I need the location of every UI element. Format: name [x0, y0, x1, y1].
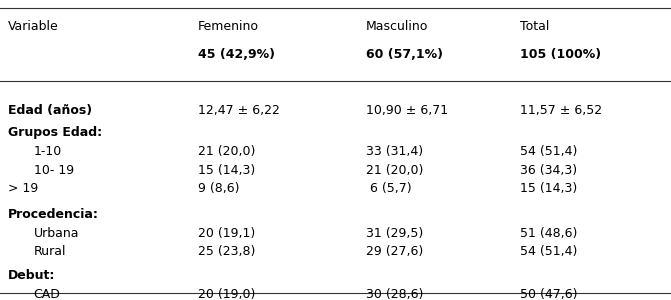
Text: Variable: Variable	[8, 20, 59, 32]
Text: 51 (48,6): 51 (48,6)	[520, 227, 578, 240]
Text: 6 (5,7): 6 (5,7)	[366, 182, 411, 195]
Text: Procedencia:: Procedencia:	[8, 208, 99, 221]
Text: 10,90 ± 6,71: 10,90 ± 6,71	[366, 104, 448, 117]
Text: Femenino: Femenino	[198, 20, 259, 32]
Text: 105 (100%): 105 (100%)	[520, 48, 601, 61]
Text: 31 (29,5): 31 (29,5)	[366, 227, 423, 240]
Text: 54 (51,4): 54 (51,4)	[520, 245, 578, 258]
Text: Grupos Edad:: Grupos Edad:	[8, 126, 102, 139]
Text: > 19: > 19	[8, 182, 38, 195]
Text: 12,47 ± 6,22: 12,47 ± 6,22	[198, 104, 280, 117]
Text: Masculino: Masculino	[366, 20, 428, 32]
Text: 45 (42,9%): 45 (42,9%)	[198, 48, 275, 61]
Text: 20 (19,0): 20 (19,0)	[198, 288, 256, 300]
Text: 15 (14,3): 15 (14,3)	[520, 182, 577, 195]
Text: 29 (27,6): 29 (27,6)	[366, 245, 423, 258]
Text: 10- 19: 10- 19	[34, 164, 74, 176]
Text: Rural: Rural	[34, 245, 66, 258]
Text: 36 (34,3): 36 (34,3)	[520, 164, 577, 176]
Text: 9 (8,6): 9 (8,6)	[198, 182, 240, 195]
Text: 50 (47,6): 50 (47,6)	[520, 288, 578, 300]
Text: Edad (años): Edad (años)	[8, 104, 92, 117]
Text: CAD: CAD	[34, 288, 60, 300]
Text: 11,57 ± 6,52: 11,57 ± 6,52	[520, 104, 602, 117]
Text: 60 (57,1%): 60 (57,1%)	[366, 48, 443, 61]
Text: Urbana: Urbana	[34, 227, 79, 240]
Text: 30 (28,6): 30 (28,6)	[366, 288, 423, 300]
Text: 20 (19,1): 20 (19,1)	[198, 227, 255, 240]
Text: 54 (51,4): 54 (51,4)	[520, 145, 578, 158]
Text: 15 (14,3): 15 (14,3)	[198, 164, 255, 176]
Text: Debut:: Debut:	[8, 269, 56, 282]
Text: 21 (20,0): 21 (20,0)	[198, 145, 256, 158]
Text: 25 (23,8): 25 (23,8)	[198, 245, 256, 258]
Text: 33 (31,4): 33 (31,4)	[366, 145, 423, 158]
Text: 21 (20,0): 21 (20,0)	[366, 164, 423, 176]
Text: Total: Total	[520, 20, 550, 32]
Text: 1-10: 1-10	[34, 145, 62, 158]
